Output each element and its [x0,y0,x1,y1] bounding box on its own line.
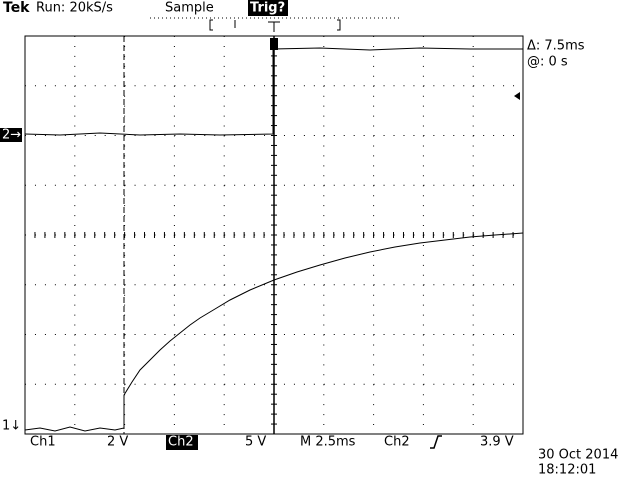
time: 18:12:01 [538,463,596,478]
ch2-trace [24,47,523,136]
acq-mode: Sample [165,1,214,16]
brand: Tek [3,0,30,16]
trigger-level: 3.9 V [480,435,514,450]
ch1-trace [24,232,524,432]
ch2-marker: 2→ [2,128,21,143]
trigger-position-marker [270,38,278,50]
cursor-at: @: 0 s [527,55,568,70]
record-bar [150,17,400,32]
ch2-label-box [166,435,198,450]
ch2-marker-box [0,128,22,142]
trigger-source: Ch2 [384,435,410,450]
run-status: Run: 20kS/s [36,1,113,16]
ch1-scale: 2 V [107,435,128,450]
ch2-scale: 5 V [245,435,266,450]
ch2-label: Ch2 [168,435,194,450]
date: 30 Oct 2014 [538,448,618,463]
ch1-label: Ch1 [30,435,56,450]
trigger-level-marker [514,92,520,100]
timebase: M 2.5ms [300,435,356,450]
trigger-badge [248,0,288,16]
trigger-slope [430,435,442,449]
trigger-status: Trig? [250,1,285,16]
ch1-marker: 1↓ [2,419,21,434]
cursor-delta: Δ: 7.5ms [527,39,585,54]
